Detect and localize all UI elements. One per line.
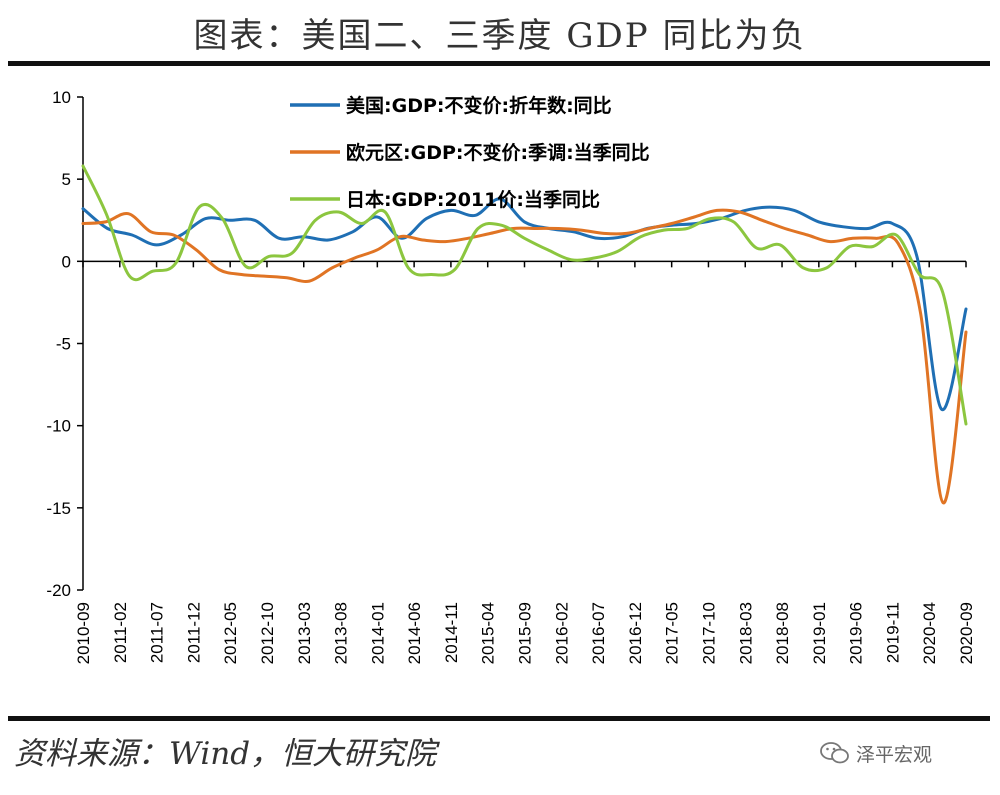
series-line-1: [81, 197, 968, 411]
series-line-3: [81, 164, 968, 426]
watermark: 泽平宏观: [820, 738, 932, 768]
x-tick-label: 2014-11: [442, 602, 461, 663]
x-tick-label: 2020-09: [957, 602, 976, 664]
series-layer: [81, 164, 968, 505]
x-tick-label: 2017-10: [699, 602, 718, 664]
y-tick-label: 5: [62, 170, 71, 189]
y-tick-label: -5: [56, 335, 71, 354]
x-tick-label: 2019-06: [847, 602, 866, 664]
x-tick-label: 2018-08: [773, 602, 792, 664]
legend-label-1: 美国:GDP:不变价:折年数:同比: [346, 94, 612, 117]
x-tick-label: 2013-08: [332, 602, 351, 664]
header-rule: [8, 61, 990, 66]
legend-label-2: 欧元区:GDP:不变价:季调:当季同比: [346, 141, 650, 164]
y-tick-label: -20: [46, 581, 71, 600]
x-tick-label: 2015-04: [479, 602, 498, 664]
x-tick-label: 2014-06: [405, 602, 424, 664]
x-tick-label: 2016-07: [589, 602, 608, 664]
x-tick-label: 2019-11: [883, 602, 902, 663]
x-tick-label: 2013-03: [295, 602, 314, 664]
x-tick-label: 2020-04: [920, 602, 939, 664]
legend-label-3: 日本:GDP:2011价:当季同比: [346, 188, 600, 211]
watermark-text: 泽平宏观: [856, 743, 933, 766]
y-tick-label: 0: [62, 252, 71, 271]
series-line-2: [81, 208, 968, 505]
x-tick-label: 2014-01: [368, 602, 387, 664]
y-tick-label: 10: [52, 88, 71, 107]
y-tick-label: -15: [46, 499, 71, 518]
x-tick-label: 2010-09: [74, 602, 93, 664]
x-tick-label: 2017-05: [663, 602, 682, 664]
x-tick-label: 2011-12: [184, 602, 203, 663]
x-tick-label: 2015-09: [516, 602, 535, 664]
x-tick-label: 2012-05: [221, 602, 240, 664]
x-tick-label: 2016-12: [626, 602, 645, 664]
chart-title: 图表：美国二、三季度 GDP 同比为负: [193, 16, 807, 56]
footer-rule: [8, 716, 990, 721]
wechat-icon: [820, 742, 849, 764]
x-tick-label: 2011-02: [111, 602, 130, 663]
legend: 美国:GDP:不变价:折年数:同比欧元区:GDP:不变价:季调:当季同比日本:G…: [290, 94, 650, 211]
x-tick-label: 2018-03: [736, 602, 755, 664]
y-tick-label: -10: [46, 417, 71, 436]
x-tick-label: 2019-01: [810, 602, 829, 664]
x-tick-label: 2011-07: [148, 602, 167, 663]
x-tick-label: 2012-10: [258, 602, 277, 664]
x-tick-label: 2016-02: [552, 602, 571, 664]
source-note: 资料来源：Wind，恒大研究院: [14, 736, 437, 772]
